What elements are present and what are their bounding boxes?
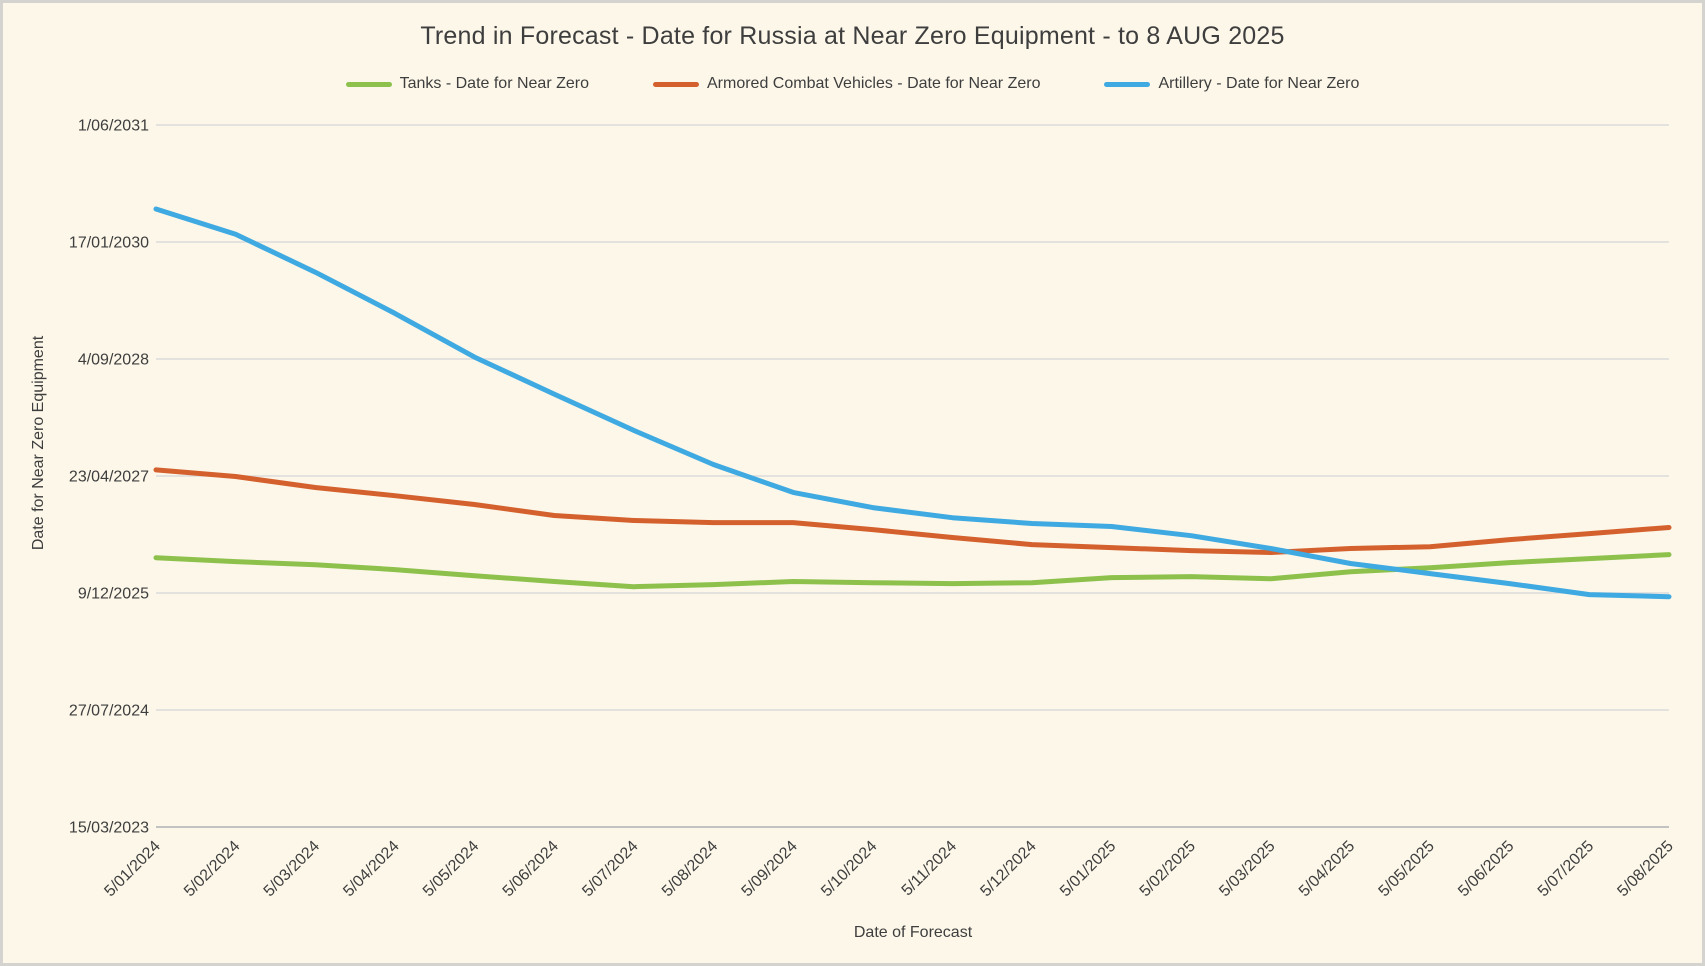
series-line-tanks [153,552,1672,590]
x-tick-label: 5/08/2024 [659,838,721,900]
x-tick-label: 5/10/2024 [818,838,880,900]
x-tick-label: 5/07/2025 [1535,838,1597,900]
x-tick-label: 5/06/2024 [500,838,562,900]
legend-item-tanks: Tanks - Date for Near Zero [345,75,589,93]
legend-swatch-artillery [1104,81,1151,87]
gridlines [156,124,1669,828]
legend-item-armored-combat-vehicles: Armored Combat Vehicles - Date for Near … [653,75,1040,93]
y-tick-label: 17/01/2030 [69,235,149,252]
y-axis-title: Date for Near Zero Equipment [30,335,47,550]
x-tick-label: 5/06/2025 [1455,838,1517,900]
x-tick-label: 5/03/2025 [1216,838,1278,900]
legend-swatch-tanks [345,81,392,87]
x-tick-label: 5/05/2025 [1376,838,1438,900]
x-tick-label: 5/04/2025 [1296,838,1358,900]
x-tick-label: 5/08/2025 [1614,838,1676,900]
y-tick-label: 4/09/2028 [78,352,149,369]
x-axis-title: Date of Forecast [854,924,973,941]
x-tick-label: 5/01/2025 [1057,838,1119,900]
legend-swatch-armored-combat-vehicles [653,81,699,87]
x-tick-label: 5/03/2024 [261,838,323,900]
y-tick-label: 23/04/2027 [69,469,149,486]
y-tick-label: 1/06/2031 [78,118,149,135]
chart-title: Trend in Forecast - Date for Russia at N… [420,22,1285,50]
series-lines [153,206,1672,600]
x-tick-label: 5/02/2025 [1137,838,1199,900]
x-tick-label: 5/09/2024 [739,838,801,900]
legend-label-tanks: Tanks - Date for Near Zero [399,75,589,92]
x-tick-label: 5/07/2024 [579,838,641,900]
y-tick-label: 15/03/2023 [69,820,149,837]
series-line-armored-combat-vehicles [153,467,1672,555]
x-tick-label: 5/04/2024 [340,838,402,900]
legend: Tanks - Date for Near Zero Armored Combat… [3,75,1702,93]
plot-area: 1/06/2031 17/01/2030 4/09/2028 23/04/2027 9/… [30,118,1677,942]
x-tick-label: 5/05/2024 [420,838,482,900]
x-axis-tick-labels: 5/01/2024 5/02/2024 5/03/2024 5/04/2024 5/05… [101,838,1676,900]
x-tick-label: 5/11/2024 [899,838,961,900]
y-tick-label: 9/12/2025 [78,586,149,603]
x-tick-label: 5/12/2024 [977,838,1039,900]
y-tick-label: 27/07/2024 [69,703,149,720]
legend-item-artillery: Artillery - Date for Near Zero [1104,75,1359,93]
series-line-artillery [153,206,1672,600]
x-tick-label: 5/02/2024 [181,838,243,900]
y-axis-tick-labels: 1/06/2031 17/01/2030 4/09/2028 23/04/2027 9/… [69,118,149,837]
legend-label-artillery: Artillery - Date for Near Zero [1158,75,1360,92]
x-tick-label: 5/01/2024 [101,838,163,900]
legend-label-armored-combat-vehicles: Armored Combat Vehicles - Date for Near … [707,75,1041,92]
